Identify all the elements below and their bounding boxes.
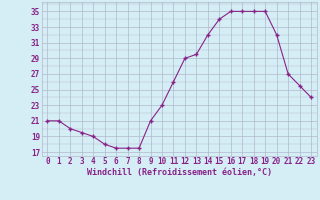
X-axis label: Windchill (Refroidissement éolien,°C): Windchill (Refroidissement éolien,°C) bbox=[87, 168, 272, 177]
